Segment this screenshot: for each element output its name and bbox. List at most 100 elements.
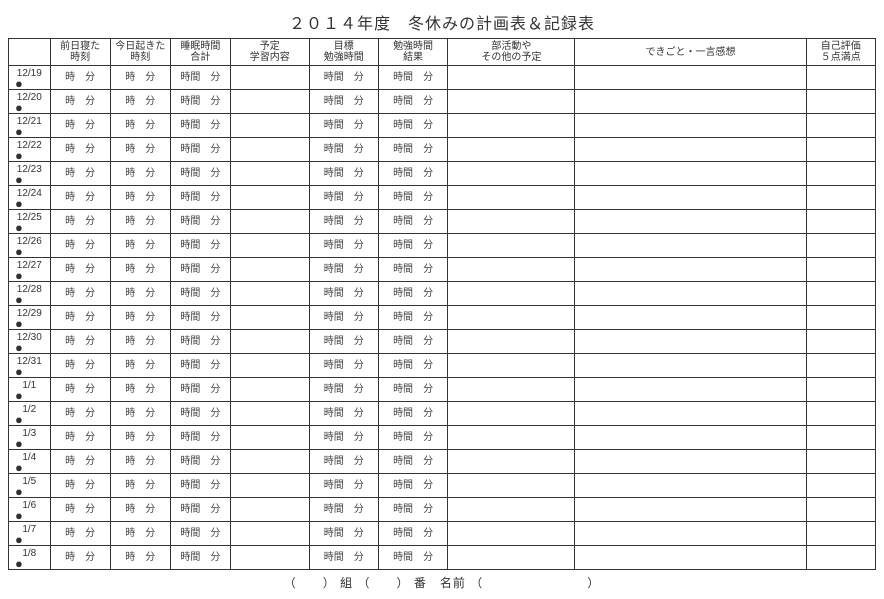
date-cell: 1/6●	[9, 498, 51, 522]
date-cell: 12/25●	[9, 210, 51, 234]
time-cell: 時間 分	[170, 522, 230, 546]
time-cell: 時間 分	[170, 546, 230, 570]
col-waketime: 今日起きた時刻	[110, 39, 170, 66]
self-cell	[806, 498, 875, 522]
table-row: 12/23●時 分時 分時間 分時間 分時間 分	[9, 162, 876, 186]
date-cell: 1/5●	[9, 474, 51, 498]
plan-cell	[230, 402, 309, 426]
plan-cell	[230, 426, 309, 450]
time-cell: 時間 分	[309, 66, 378, 90]
event-cell	[575, 210, 806, 234]
time-cell: 時間 分	[378, 378, 447, 402]
date-cell: 12/30●	[9, 330, 51, 354]
time-cell: 時 分	[110, 234, 170, 258]
event-cell	[575, 474, 806, 498]
time-cell: 時間 分	[378, 402, 447, 426]
self-cell	[806, 546, 875, 570]
table-row: 12/25●時 分時 分時間 分時間 分時間 分	[9, 210, 876, 234]
date-cell: 1/1●	[9, 378, 51, 402]
event-cell	[575, 426, 806, 450]
time-cell: 時間 分	[378, 90, 447, 114]
event-cell	[575, 330, 806, 354]
paren-close: ）	[323, 576, 336, 590]
club-cell	[448, 234, 575, 258]
self-cell	[806, 66, 875, 90]
time-cell: 時 分	[50, 402, 110, 426]
plan-cell	[230, 282, 309, 306]
plan-cell	[230, 162, 309, 186]
time-cell: 時間 分	[309, 306, 378, 330]
time-cell: 時 分	[50, 474, 110, 498]
time-cell: 時間 分	[378, 498, 447, 522]
time-cell: 時間 分	[170, 138, 230, 162]
club-cell	[448, 474, 575, 498]
time-cell: 時間 分	[378, 258, 447, 282]
date-cell: 12/28●	[9, 282, 51, 306]
club-cell	[448, 306, 575, 330]
time-cell: 時間 分	[170, 210, 230, 234]
event-cell	[575, 258, 806, 282]
time-cell: 時間 分	[170, 330, 230, 354]
self-cell	[806, 306, 875, 330]
time-cell: 時間 分	[170, 162, 230, 186]
plan-cell	[230, 306, 309, 330]
time-cell: 時間 分	[309, 330, 378, 354]
table-row: 12/31●時 分時 分時間 分時間 分時間 分	[9, 354, 876, 378]
col-sleep: 睡眠時間合計	[170, 39, 230, 66]
self-cell	[806, 426, 875, 450]
time-cell: 時間 分	[309, 258, 378, 282]
paren-close: ）	[587, 576, 600, 590]
plan-cell	[230, 474, 309, 498]
plan-cell	[230, 114, 309, 138]
time-cell: 時 分	[110, 402, 170, 426]
event-cell	[575, 546, 806, 570]
time-cell: 時間 分	[378, 282, 447, 306]
col-bedtime: 前日寝た時刻	[50, 39, 110, 66]
self-cell	[806, 354, 875, 378]
club-cell	[448, 114, 575, 138]
club-cell	[448, 282, 575, 306]
col-self: 自己評価５点満点	[806, 39, 875, 66]
event-cell	[575, 402, 806, 426]
time-cell: 時 分	[50, 522, 110, 546]
table-row: 1/5●時 分時 分時間 分時間 分時間 分	[9, 474, 876, 498]
event-cell	[575, 306, 806, 330]
club-cell	[448, 330, 575, 354]
time-cell: 時間 分	[309, 354, 378, 378]
plan-cell	[230, 330, 309, 354]
table-row: 12/28●時 分時 分時間 分時間 分時間 分	[9, 282, 876, 306]
event-cell	[575, 354, 806, 378]
time-cell: 時 分	[50, 378, 110, 402]
plan-cell	[230, 138, 309, 162]
time-cell: 時間 分	[170, 90, 230, 114]
event-cell	[575, 114, 806, 138]
plan-cell	[230, 210, 309, 234]
table-row: 12/30●時 分時 分時間 分時間 分時間 分	[9, 330, 876, 354]
col-result: 勉強時間結果	[378, 39, 447, 66]
time-cell: 時間 分	[170, 450, 230, 474]
event-cell	[575, 450, 806, 474]
self-cell	[806, 450, 875, 474]
col-event: できごと・一言感想	[575, 39, 806, 66]
time-cell: 時 分	[110, 66, 170, 90]
date-cell: 1/2●	[9, 402, 51, 426]
time-cell: 時間 分	[309, 210, 378, 234]
time-cell: 時間 分	[378, 546, 447, 570]
club-cell	[448, 66, 575, 90]
table-row: 12/22●時 分時 分時間 分時間 分時間 分	[9, 138, 876, 162]
time-cell: 時間 分	[170, 354, 230, 378]
time-cell: 時間 分	[170, 474, 230, 498]
col-club: 部活動やその他の予定	[448, 39, 575, 66]
date-cell: 12/24●	[9, 186, 51, 210]
paren-close: ）	[396, 576, 409, 590]
table-row: 1/7●時 分時 分時間 分時間 分時間 分	[9, 522, 876, 546]
event-cell	[575, 90, 806, 114]
table-body: 12/19●時 分時 分時間 分時間 分時間 分12/20●時 分時 分時間 分…	[9, 66, 876, 570]
time-cell: 時 分	[50, 330, 110, 354]
self-cell	[806, 210, 875, 234]
time-cell: 時 分	[50, 186, 110, 210]
time-cell: 時間 分	[170, 114, 230, 138]
time-cell: 時 分	[110, 498, 170, 522]
time-cell: 時 分	[50, 498, 110, 522]
time-cell: 時間 分	[378, 114, 447, 138]
